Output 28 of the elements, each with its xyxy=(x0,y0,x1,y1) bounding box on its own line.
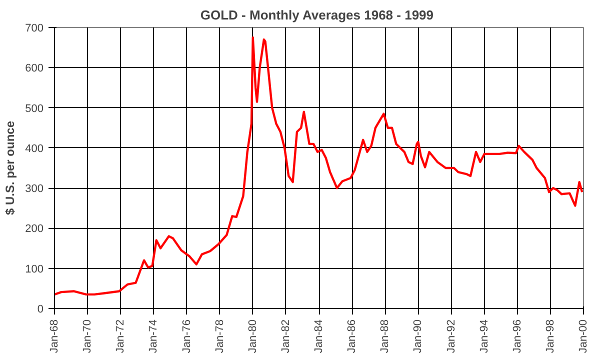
x-tick-label: Jan-78 xyxy=(214,319,226,354)
x-tick-label: Jan-94 xyxy=(478,319,490,354)
y-tick-label: 300 xyxy=(25,183,44,196)
x-tick-label: Jan-82 xyxy=(280,319,292,354)
y-axis-title: $ U.S. per ounce xyxy=(3,120,18,216)
chart-title: GOLD - Monthly Averages 1968 - 1999 xyxy=(200,8,434,22)
line-series xyxy=(54,36,584,296)
y-tick-label: 700 xyxy=(25,22,44,34)
y-tick-label: 600 xyxy=(25,62,44,75)
x-tick-label: Jan-84 xyxy=(313,319,325,354)
x-tick-label: Jan-74 xyxy=(148,319,160,354)
x-tick-label: Jan-86 xyxy=(346,319,358,354)
x-tick-label: Jan-90 xyxy=(412,319,424,354)
x-tick-label: Jan-76 xyxy=(180,319,193,354)
y-tick-label: 0 xyxy=(37,304,44,316)
x-tick-label: Jan-72 xyxy=(114,319,127,354)
y-tick-label: 200 xyxy=(25,223,44,236)
x-tick-label: Jan-88 xyxy=(379,319,392,354)
y-tick-label: 500 xyxy=(25,102,44,115)
y-tick-label: 100 xyxy=(25,263,44,276)
x-tick-label: Jan-00 xyxy=(578,319,590,354)
x-tick-label: Jan-70 xyxy=(82,319,94,354)
y-tick-label: 400 xyxy=(25,142,44,155)
x-tick-label: Jan-98 xyxy=(544,319,556,354)
x-tick-label: Jan-96 xyxy=(511,319,524,354)
x-tick-label: Jan-68 xyxy=(48,319,60,354)
x-tick-label: Jan-92 xyxy=(445,319,458,354)
x-tick-label: Jan-80 xyxy=(246,319,259,354)
